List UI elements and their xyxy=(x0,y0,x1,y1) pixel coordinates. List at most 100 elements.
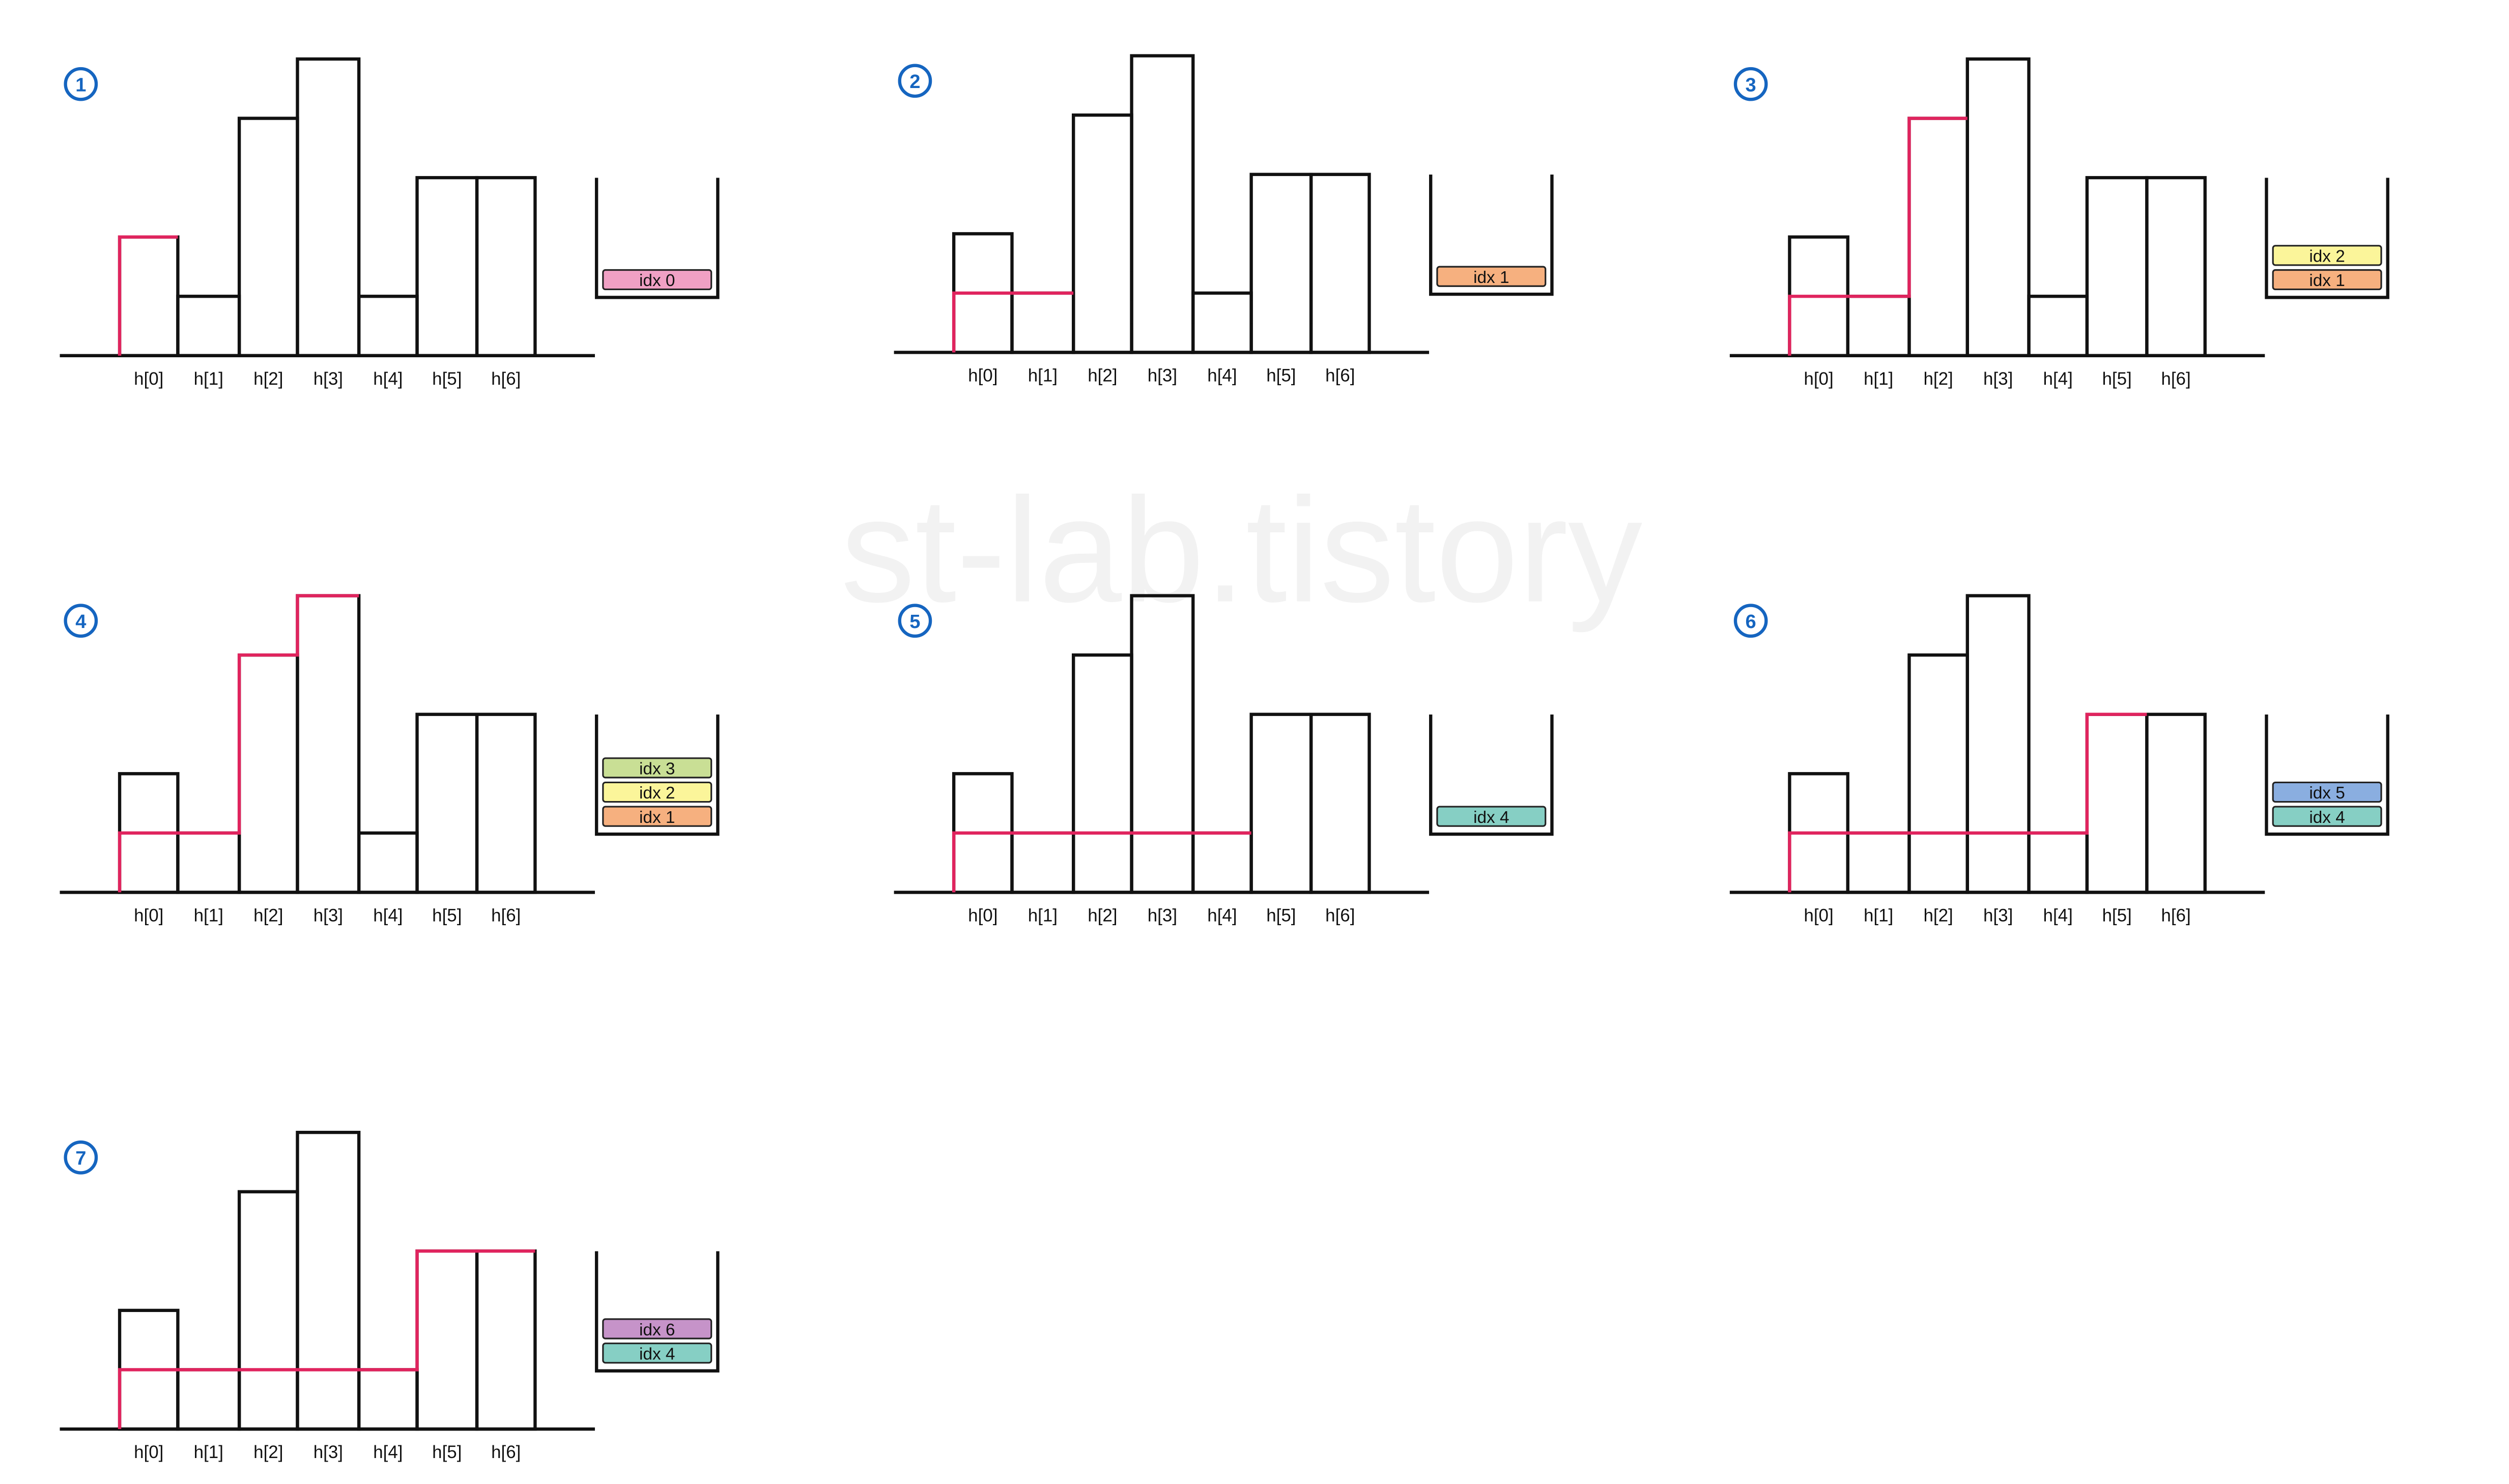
step-badge xyxy=(898,604,932,638)
stack-item xyxy=(1436,266,1547,287)
highlight-path xyxy=(118,1249,535,1430)
bar-1 xyxy=(1846,831,1911,894)
stack-item xyxy=(602,757,712,779)
tick-label: h[6] xyxy=(491,369,521,389)
bar-5 xyxy=(1249,712,1313,894)
tick-label: h[3] xyxy=(313,906,343,926)
tick-label: h[5] xyxy=(432,1442,462,1462)
stack-item-label: idx 4 xyxy=(1473,808,1509,827)
tick-label: h[5] xyxy=(432,369,462,389)
step-number: 5 xyxy=(909,611,920,633)
bar-1 xyxy=(176,295,241,358)
tick-label: h[1] xyxy=(194,1442,223,1462)
bar-2 xyxy=(1072,653,1133,894)
tick-label: h[3] xyxy=(1983,369,2013,389)
bar-6 xyxy=(475,176,537,358)
tick-label: h[6] xyxy=(2161,906,2190,926)
bar-6 xyxy=(2145,176,2207,358)
tick-label: h[5] xyxy=(2102,906,2131,926)
step-badge xyxy=(64,1140,98,1175)
step-badge xyxy=(1733,604,1768,638)
tick-label: h[2] xyxy=(1088,366,1117,386)
highlight-path xyxy=(1788,712,2147,893)
tick-label: h[5] xyxy=(1266,366,1296,386)
highlight-path xyxy=(952,291,1074,353)
tick-label: h[3] xyxy=(1148,366,1177,386)
tick-label: h[4] xyxy=(373,369,403,389)
bar-5 xyxy=(415,176,479,358)
panel-7: h[0] h[1] h[2] h[3] h[4] h[5] h[6] 7 idx 6 idx 4 xyxy=(60,1130,720,1462)
bar-2 xyxy=(237,1190,299,1431)
panel-6: h[0] h[1] h[2] h[3] h[4] h[5] h[6] 6 idx 5 idx 4 xyxy=(1729,594,2389,926)
tick-label: h[0] xyxy=(968,906,997,926)
step-number: 2 xyxy=(909,71,920,93)
bar-1 xyxy=(1846,295,1911,358)
watermark: st-lab.tistory xyxy=(841,467,1642,634)
stack-item-label: idx 3 xyxy=(639,760,675,779)
bar-3 xyxy=(1965,57,2031,358)
stack-item-label: idx 2 xyxy=(2309,247,2345,266)
tick-label: h[1] xyxy=(1864,369,1893,389)
step-badge xyxy=(64,604,98,638)
tick-label: h[2] xyxy=(253,369,283,389)
stack-container xyxy=(1429,715,1554,836)
stack-item xyxy=(2272,781,2382,803)
tick-label: h[2] xyxy=(1923,369,1953,389)
step-number: 4 xyxy=(75,611,86,633)
bar-5 xyxy=(2085,712,2149,894)
step-badge xyxy=(898,64,932,98)
bar-3 xyxy=(296,57,361,358)
tick-label: h[0] xyxy=(1804,369,1833,389)
bar-5 xyxy=(415,1249,479,1431)
stack-container xyxy=(594,1251,720,1373)
tick-label: h[6] xyxy=(1325,906,1355,926)
bar-3 xyxy=(1130,54,1195,354)
bar-6 xyxy=(1309,712,1371,894)
tick-label: h[4] xyxy=(2043,906,2073,926)
tick-label: h[0] xyxy=(134,906,163,926)
stack-item-label: idx 2 xyxy=(639,784,675,803)
bar-6 xyxy=(2145,712,2207,894)
bar-2 xyxy=(1907,653,1969,894)
stack-item-label: idx 1 xyxy=(1473,268,1509,287)
panel-3: h[0] h[1] h[2] h[3] h[4] h[5] h[6] 3 idx 2 idx 1 xyxy=(1729,57,2389,389)
tick-label: h[2] xyxy=(253,1442,283,1462)
tick-label: h[0] xyxy=(1804,906,1833,926)
step-badge xyxy=(64,67,98,101)
tick-label: h[2] xyxy=(1923,906,1953,926)
bar-5 xyxy=(1249,173,1313,354)
bar-2 xyxy=(1072,113,1133,354)
bar-4 xyxy=(2027,295,2089,358)
stack-item xyxy=(2272,806,2382,827)
tick-label: h[4] xyxy=(2043,369,2073,389)
tick-label: h[1] xyxy=(194,369,223,389)
tick-label: h[5] xyxy=(2102,369,2131,389)
bar-5 xyxy=(2085,176,2149,358)
bar-6 xyxy=(475,1249,537,1431)
stack-item xyxy=(2272,245,2382,266)
bar-4 xyxy=(357,831,419,894)
tick-label: h[5] xyxy=(432,906,462,926)
tick-label: h[1] xyxy=(194,906,223,926)
highlight-path xyxy=(1788,117,1968,356)
stack-container xyxy=(1429,175,1554,296)
bar-4 xyxy=(1191,291,1253,354)
tick-label: h[3] xyxy=(1983,906,2013,926)
bar-6 xyxy=(475,712,537,894)
highlight-path xyxy=(118,594,359,893)
stack-item xyxy=(2272,269,2382,291)
bar-0 xyxy=(118,235,180,358)
panel-1: h[0] h[1] h[2] h[3] h[4] h[5] h[6] 1 idx 0 xyxy=(60,57,720,389)
stack-container xyxy=(2265,178,2389,299)
step-number: 1 xyxy=(75,74,86,96)
bar-2 xyxy=(237,117,299,358)
tick-label: h[4] xyxy=(1207,906,1237,926)
stack-item-label: idx 5 xyxy=(2309,784,2345,803)
tick-label: h[5] xyxy=(1266,906,1296,926)
bar-3 xyxy=(296,594,361,894)
bar-1 xyxy=(176,831,241,894)
tick-label: h[4] xyxy=(373,1442,403,1462)
stack-item xyxy=(602,1343,712,1364)
